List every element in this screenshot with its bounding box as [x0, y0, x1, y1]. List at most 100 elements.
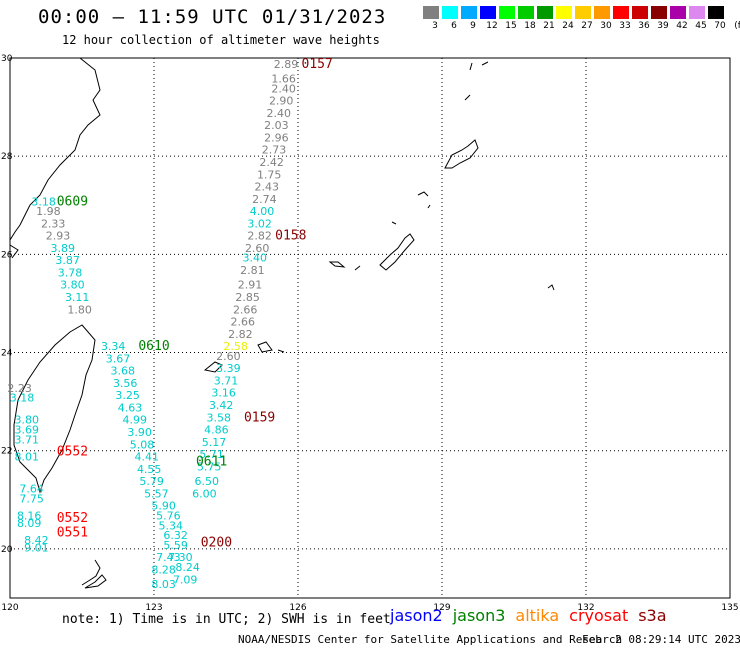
legend-label: 45 — [695, 21, 707, 31]
swh-value: 2.42 — [259, 156, 284, 169]
legend-swatch — [632, 6, 648, 19]
swh-value: 4.41 — [135, 451, 160, 464]
swh-value: 3.67 — [106, 352, 131, 365]
pass-time-label: 0610 — [138, 339, 169, 354]
swh-value: 8.16 — [17, 509, 42, 522]
swh-value: 2.43 — [255, 181, 280, 194]
swh-value: 2.93 — [46, 230, 71, 243]
swh-value: 3.11 — [65, 291, 90, 304]
swh-value: 8.09 — [17, 517, 42, 530]
legend-label: 12 — [486, 21, 498, 31]
ryukyu-islands-south — [203, 341, 285, 373]
swh-value: 2.66 — [233, 303, 258, 316]
legend-label: 39 — [657, 21, 669, 31]
swh-value: 3.18 — [10, 392, 35, 405]
swh-value: 2.85 — [235, 291, 260, 304]
swh-value: 2.40 — [271, 82, 296, 95]
swh-value: 8.03 — [151, 578, 176, 591]
swh-value: 3.71 — [214, 374, 239, 387]
credit-line: NOAA/NESDIS Center for Satellite Applica… — [238, 633, 623, 646]
swh-value: 1.75 — [257, 168, 282, 181]
latitude-label: 24 — [1, 349, 13, 359]
legend-label: 36 — [638, 21, 650, 31]
swh-value: 3.68 — [111, 365, 136, 378]
swh-value: 3.34 — [101, 340, 126, 353]
longitude-label: 129 — [433, 603, 450, 613]
swh-value: 4.55 — [137, 463, 162, 476]
swh-value: 1.98 — [36, 205, 61, 218]
swh-value: 2.91 — [238, 279, 263, 292]
swh-value: 2.33 — [41, 217, 66, 230]
swh-value: 7.09 — [173, 573, 198, 586]
swh-value: 5.90 — [151, 500, 176, 513]
graticule — [10, 58, 730, 598]
latitude-label: 20 — [1, 545, 13, 555]
longitude-label: 123 — [145, 603, 162, 613]
swh-value: 6.32 — [163, 529, 188, 542]
swh-value: 7.64 — [19, 482, 44, 495]
swh-value: 3.90 — [127, 426, 152, 439]
swh-value: 5.79 — [139, 475, 164, 488]
swh-value: 8.24 — [175, 561, 200, 574]
generated-timestamp: Feb 2 08:29:14 UTC 2023 — [582, 633, 740, 646]
longitude-label: 126 — [289, 603, 306, 613]
swh-value: 4.63 — [118, 401, 143, 414]
longitude-label: 120 — [1, 603, 18, 613]
swh-value: 5.59 — [163, 539, 188, 552]
swh-value: 2.66 — [231, 316, 256, 329]
legend-swatch — [442, 6, 458, 19]
legend-label: 70 — [714, 21, 726, 31]
map-frame — [9, 57, 731, 599]
legend-swatch — [575, 6, 591, 19]
axis-labels: 30 28 26 24 22 20 120 123 126 129 132 135 — [1, 54, 739, 613]
swh-value: 3.78 — [58, 266, 83, 279]
swh-value: 1.80 — [67, 303, 92, 316]
legend-swatch — [613, 6, 629, 19]
legend-swatch — [556, 6, 572, 19]
satellite-jason2: jason2 — [390, 606, 443, 625]
pass-time-label: 0552 — [57, 511, 88, 526]
longitude-label: 132 — [577, 603, 594, 613]
legend-label: 42 — [676, 21, 688, 31]
swh-value: 6.50 — [195, 475, 220, 488]
map-subtitle: 12 hour collection of altimeter wave hei… — [62, 33, 380, 47]
swh-value: 4.99 — [123, 414, 148, 427]
swh-value: 2.60 — [216, 350, 241, 363]
satellite-altika: altika — [515, 606, 560, 625]
legend-label: 15 — [505, 21, 517, 31]
legend-swatch — [689, 6, 705, 19]
swh-value: 3.42 — [209, 399, 234, 412]
swh-value: 2.58 — [223, 340, 248, 353]
legend-swatch — [537, 6, 553, 19]
legend-swatch — [461, 6, 477, 19]
east-island — [547, 284, 555, 291]
swh-value: 5.75 — [197, 460, 222, 473]
legend-label: 9 — [470, 21, 476, 31]
pass-time-label: 0200 — [201, 535, 232, 550]
swh-value: 2.82 — [228, 328, 253, 341]
okinawa-islands — [328, 233, 415, 271]
amami-islands — [391, 61, 489, 225]
map-title: 00:00 — 11:59 UTC 01/31/2023 — [38, 6, 387, 28]
taiwan-island — [13, 324, 96, 494]
pass-time-label: 0159 — [244, 410, 275, 425]
latitude-label: 28 — [1, 152, 13, 162]
swh-value: 2.73 — [262, 144, 287, 157]
legend-swatch — [423, 6, 439, 19]
luzon-islands — [81, 559, 107, 589]
legend-label: 18 — [524, 21, 536, 31]
swh-value: 3.80 — [60, 279, 85, 292]
legend-label: 27 — [581, 21, 593, 31]
swh-value: 4.00 — [250, 205, 275, 218]
longitude-label: 135 — [721, 603, 738, 613]
swh-value: 2.81 — [240, 264, 265, 277]
swh-value: 3.18 — [31, 195, 56, 208]
legend-swatch — [594, 6, 610, 19]
pass-time-label: 0158 — [275, 229, 306, 244]
pass-time-label: 0609 — [57, 194, 88, 209]
swh-value: 4.86 — [204, 424, 229, 437]
swh-value: 2.90 — [269, 95, 294, 108]
swh-value: 9.01 — [24, 541, 49, 554]
legend-unit: (ft) — [734, 21, 740, 31]
